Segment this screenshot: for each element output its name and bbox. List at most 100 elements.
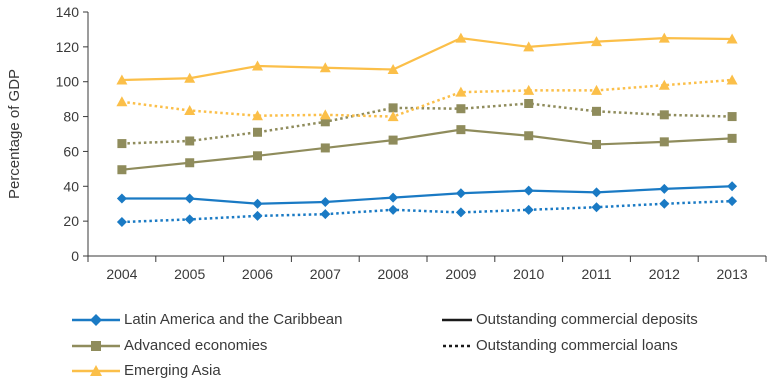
data-point <box>184 72 196 83</box>
x-tick-label: 2011 <box>581 266 611 282</box>
series-line <box>121 37 733 82</box>
data-point <box>388 204 399 215</box>
data-point <box>252 210 263 221</box>
data-point <box>184 104 196 115</box>
legend-label: Outstanding commercial deposits <box>476 311 698 328</box>
data-point <box>116 193 127 204</box>
legend-item-loans: Outstanding commercial loans <box>442 337 678 354</box>
data-point <box>658 79 670 90</box>
data-point <box>727 112 737 122</box>
data-point <box>592 139 601 149</box>
data-point <box>659 137 669 147</box>
data-point <box>524 131 534 141</box>
data-point <box>320 117 330 127</box>
data-point <box>252 60 263 71</box>
legend-label: Outstanding commercial loans <box>476 337 678 354</box>
data-point <box>456 104 466 114</box>
series-line <box>121 185 733 205</box>
data-point <box>591 84 602 95</box>
data-point <box>727 181 738 192</box>
data-point <box>185 158 195 168</box>
legend-item-deposits: Outstanding commercial deposits <box>442 311 698 328</box>
data-point <box>456 125 466 135</box>
data-point <box>253 127 262 137</box>
y-tick-label: 20 <box>63 213 79 229</box>
data-point <box>116 74 128 85</box>
data-point <box>591 36 602 47</box>
data-point <box>455 188 466 199</box>
legend-item-advanced-economies: Advanced economies <box>72 337 267 354</box>
x-tick-label: 2009 <box>445 266 476 282</box>
data-point <box>726 33 738 44</box>
data-point <box>455 32 467 43</box>
solid-line-icon <box>442 318 472 321</box>
data-point <box>185 136 195 146</box>
legend-item-latin-america: Latin America and the Caribbean <box>72 311 342 328</box>
x-tick-label: 2006 <box>242 266 273 282</box>
series-line <box>121 199 733 224</box>
line-chart: 0 20 40 60 80 100 120 140 2004 2005 2006 2007 2008 20… <box>6 4 767 282</box>
triangle-marker-icon <box>72 364 120 376</box>
data-point <box>387 111 399 122</box>
legend-label: Advanced economies <box>124 337 268 354</box>
data-point <box>592 106 601 116</box>
y-axis-title: Percentage of GDP <box>6 69 23 199</box>
data-point <box>523 84 535 95</box>
dotted-line-icon <box>443 344 472 347</box>
y-tick-label: 0 <box>71 248 79 264</box>
data-point <box>319 62 331 73</box>
data-point <box>455 86 467 97</box>
data-point <box>388 192 399 203</box>
legend-label: Latin America and the Caribbean <box>124 311 343 328</box>
x-tick-label: 2005 <box>174 266 205 282</box>
data-point <box>387 64 399 75</box>
data-point <box>523 204 534 215</box>
data-point <box>184 214 195 225</box>
series-line <box>121 128 733 171</box>
y-tick-label: 100 <box>56 74 80 90</box>
data-point <box>116 96 128 107</box>
data-point <box>591 187 602 198</box>
data-point <box>727 133 737 143</box>
legend-label: Emerging Asia <box>124 362 221 379</box>
data-point <box>253 151 262 161</box>
y-tick-label: 60 <box>63 143 79 159</box>
x-tick-label: 2012 <box>649 266 680 282</box>
series-line <box>121 78 733 118</box>
data-point <box>117 165 127 175</box>
x-tick-label: 2004 <box>106 266 137 282</box>
x-tick-label: 2007 <box>310 266 341 282</box>
data-point <box>388 135 398 145</box>
data-point <box>388 103 398 113</box>
data-point <box>320 209 331 220</box>
data-point <box>659 183 670 194</box>
y-tick-label: 80 <box>63 109 79 125</box>
data-point <box>523 185 534 196</box>
data-point <box>455 207 466 218</box>
data-point <box>591 202 602 213</box>
data-point <box>524 99 534 108</box>
series-line <box>121 102 733 145</box>
data-point <box>658 32 670 43</box>
data-point <box>117 139 127 149</box>
data-point <box>659 198 670 209</box>
data-point <box>252 110 263 121</box>
data-point <box>726 74 738 85</box>
y-tick-label: 40 <box>63 178 79 194</box>
x-tick-label: 2008 <box>378 266 409 282</box>
data-point <box>727 196 738 207</box>
data-point <box>320 196 331 207</box>
data-point <box>659 110 669 120</box>
data-point <box>252 198 263 209</box>
data-point <box>320 143 330 153</box>
x-tick-label: 2010 <box>513 266 544 282</box>
y-tick-label: 120 <box>56 39 80 55</box>
diamond-marker-icon <box>72 313 120 326</box>
data-point <box>319 109 331 120</box>
data-point <box>184 193 195 204</box>
data-point <box>523 41 535 52</box>
legend-item-emerging-asia: Emerging Asia <box>72 362 221 379</box>
square-marker-icon <box>72 340 120 351</box>
x-tick-label: 2013 <box>717 266 748 282</box>
y-tick-label: 140 <box>56 4 80 20</box>
